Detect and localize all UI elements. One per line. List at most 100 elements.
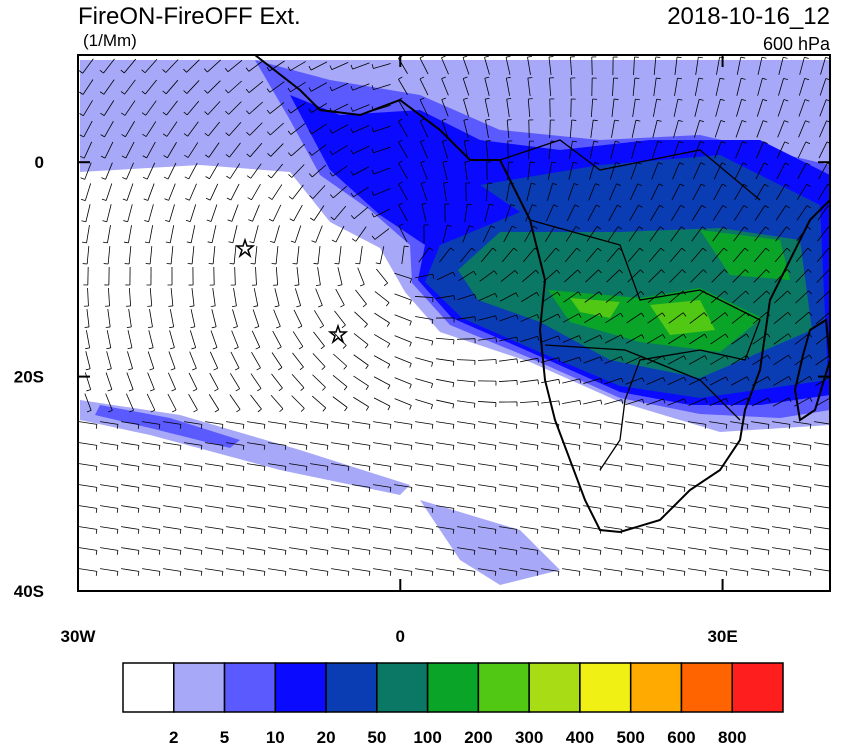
wind-barb [544,226,556,242]
wind-barb [688,376,706,386]
wind-barb [520,379,538,383]
wind-barb [311,144,327,156]
wind-barb [189,351,197,369]
wind-barb [340,304,345,308]
wind-barb [355,262,360,265]
wind-barb [762,99,768,102]
wind-barb [678,119,683,122]
wind-barb [794,354,810,366]
wind-barb [796,226,808,242]
wind-barb [165,79,179,95]
wind-barb [250,394,262,410]
wind-barb [788,487,791,492]
wind-barb [415,378,433,384]
wind-barb [618,247,623,252]
wind-barb [143,198,149,201]
wind-barb [625,484,643,488]
wind-barb [767,424,770,429]
wind-barb [734,162,744,180]
wind-barb [342,345,347,349]
wind-barb [224,89,229,94]
wind-barb [268,218,274,222]
title: FireON-FireOFF Ext. [78,3,301,30]
wind-barb [646,463,664,467]
wind-barb [688,463,706,467]
wind-barb [715,78,721,96]
wind-barb [300,408,305,412]
wind-barb [809,445,812,450]
wind-barb [598,269,602,274]
wind-barb [200,529,203,534]
wind-barb [777,99,785,117]
wind-barb [534,247,539,252]
wind-barb [116,571,119,576]
wind-barb [312,374,326,388]
wind-barb [398,160,403,164]
wind-barb [242,445,245,450]
wind-barb [604,463,622,467]
wind-barb [610,141,616,159]
wind-barb [452,271,456,277]
wind-barb [746,424,749,429]
wind-barb [212,288,216,306]
wind-barb [579,357,582,362]
wind-barb [816,269,830,283]
wind-barb [692,162,702,180]
wind-barb [124,79,136,95]
wind-barb [106,351,112,369]
wind-barb [126,183,134,201]
wind-barb [558,335,561,341]
wind-barb [730,547,748,551]
wind-barb [184,547,202,551]
wind-barb [714,120,722,138]
wind-barb [334,262,339,265]
wind-barb [371,191,375,196]
wind-barb [526,183,532,201]
wind-barb [625,421,643,425]
wind-barb [469,225,474,228]
wind-barb [478,337,496,341]
wind-barb [308,173,313,178]
wind-barb [763,120,768,123]
wind-barb [187,142,199,158]
wind-barb [772,397,790,407]
wind-barb [804,99,810,102]
wind-barb [431,529,434,534]
wind-barb [394,463,412,467]
wind-barb [817,184,829,200]
wind-barb [83,141,93,159]
wind-barb [188,162,198,180]
wind-barb [291,164,305,178]
wind-barb [186,100,200,116]
wind-barb [604,505,622,509]
wind-barb [684,398,687,404]
wind-barb [683,445,686,450]
wind-barb [736,57,742,75]
wind-barb [204,111,209,115]
wind-barb [604,484,622,488]
wind-barb [709,442,727,446]
wind-barb [332,165,348,177]
wind-barb [263,571,266,576]
wind-barb [343,386,348,391]
wind-barb [746,397,750,403]
wind-barb [128,389,134,392]
wind-barb [677,77,682,80]
wind-barb [776,162,786,180]
wind-barb [620,424,623,429]
wind-barb [364,323,368,328]
wind-barb [266,131,271,136]
wind-barb [127,347,133,350]
wind-barb [463,141,469,159]
wind-barb [632,78,636,96]
wind-barb [809,487,812,492]
colorbar-label: 600 [667,728,695,747]
wind-barb [587,204,597,222]
wind-barb [680,204,685,208]
wind-barb [548,56,554,58]
wind-barb [329,65,333,70]
wind-barb [557,291,561,297]
wind-barb [805,120,810,123]
wind-barb [831,424,832,428]
wind-barb [635,119,641,122]
